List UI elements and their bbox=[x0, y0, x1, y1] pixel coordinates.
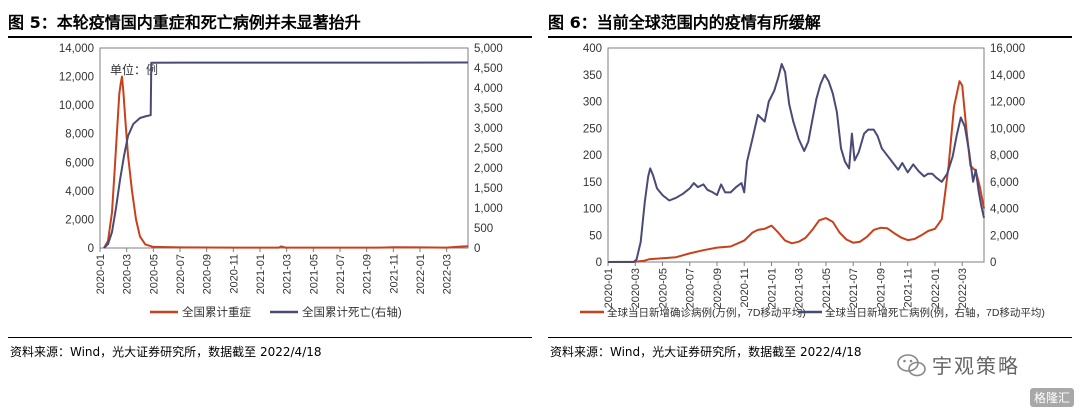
y-left-tick-label: 400 bbox=[583, 43, 602, 55]
x-tick-label: 2020-03 bbox=[630, 268, 642, 308]
y-right-tick-label: 0 bbox=[474, 243, 480, 255]
legend-label: 全国累计死亡(右轴) bbox=[302, 305, 402, 319]
y-right-tick-label: 1,000 bbox=[474, 203, 503, 215]
figure-5-title: 图 5：本轮疫情国内重症和死亡病例并未显著抬升 bbox=[8, 13, 361, 32]
series-line-primary bbox=[607, 80, 985, 263]
y-right-tick-label: 8,000 bbox=[990, 150, 1019, 162]
x-tick-label: 2022-01 bbox=[930, 268, 942, 308]
x-tick-label: 2021-07 bbox=[848, 268, 860, 308]
y-right-tick-label: 4,000 bbox=[474, 83, 503, 95]
y-left-tick-label: 12,000 bbox=[59, 72, 94, 84]
legend-item: 全国累计重症 bbox=[150, 305, 251, 319]
figure-6-source: 资料来源：Wind，光大证券研究所，数据截至 2022/4/18 bbox=[550, 345, 862, 359]
y-left-tick-label: 2,000 bbox=[65, 214, 94, 226]
x-tick-label: 2021-03 bbox=[794, 268, 806, 308]
watermark: 宇观策略 格隆汇 bbox=[890, 344, 1080, 413]
y-left-tick-label: 0 bbox=[596, 257, 602, 269]
figure-5-chart: 0 2,000 4,000 6,000 8,000 10,000 12,000 14,000 0… bbox=[59, 43, 503, 319]
figure-6-title: 图 6：当前全球范围内的疫情有所缓解 bbox=[548, 13, 821, 32]
x-tick-label: 2020-03 bbox=[122, 254, 134, 294]
x-tick-label: 2021-09 bbox=[875, 268, 887, 308]
x-tick-label: 2020-01 bbox=[95, 254, 107, 294]
y-right-tick-label: 1,500 bbox=[474, 183, 503, 195]
y-right-tick-label: 16,000 bbox=[990, 43, 1025, 55]
x-tick-label: 2020-11 bbox=[739, 268, 751, 308]
legend-item: 全球当日新增死亡病例(例，右轴，7D移动平均) bbox=[798, 306, 1045, 319]
unit-annotation: 单位：例 bbox=[110, 62, 158, 77]
y-right-tick-label: 2,000 bbox=[990, 230, 1019, 242]
legend-item: 全国累计死亡(右轴) bbox=[270, 305, 402, 319]
plot-frame bbox=[99, 47, 469, 249]
x-tick-label: 2021-05 bbox=[821, 268, 833, 308]
x-tick-label: 2021-11 bbox=[903, 268, 915, 308]
x-tick-label: 2021-07 bbox=[335, 254, 347, 294]
y-right-tick-label: 0 bbox=[990, 257, 996, 269]
y-right-tick-label: 3,000 bbox=[474, 123, 503, 135]
figure-6-chart: 0 50 100 150 200 250 300 350 400 0 2,000 4,000 6,000… bbox=[580, 43, 1045, 319]
y-right-tick-label: 10,000 bbox=[990, 123, 1025, 135]
y-left-tick-label: 4,000 bbox=[65, 186, 94, 198]
x-tick-label: 2022-03 bbox=[442, 254, 454, 294]
figure-6-title-rule bbox=[548, 36, 1072, 38]
watermark-badge: 格隆汇 bbox=[1030, 388, 1075, 407]
y-right-tick-label: 2,000 bbox=[474, 163, 503, 175]
wechat-icon bbox=[897, 354, 926, 377]
figure-5-source-rule bbox=[8, 337, 532, 338]
series-line-primary bbox=[103, 75, 469, 249]
y-left-tick-label: 100 bbox=[583, 204, 602, 216]
x-tick-label: 2020-09 bbox=[202, 254, 214, 294]
x-tick-label: 2020-05 bbox=[148, 254, 160, 294]
y-left-tick-label: 200 bbox=[583, 150, 602, 162]
figure-6-panel: 图 6：当前全球范围内的疫情有所缓解 0 50 100 150 200 250 300 350… bbox=[540, 0, 1080, 413]
y-left-tick-label: 300 bbox=[583, 97, 602, 109]
y-left-tick-label: 50 bbox=[589, 230, 602, 242]
x-tick-label: 2021-01 bbox=[766, 268, 778, 308]
x-tick-label: 2022-01 bbox=[415, 254, 427, 294]
x-tick-label: 2020-07 bbox=[175, 254, 187, 294]
series-line-secondary bbox=[608, 63, 985, 263]
y-right-tick-label: 4,500 bbox=[474, 63, 503, 75]
figure-5-panel: 图 5：本轮疫情国内重症和死亡病例并未显著抬升 0 2,000 4,000 6,000… bbox=[8, 13, 532, 359]
x-tick-label: 2020-09 bbox=[712, 268, 724, 308]
x-tick-label: 2021-03 bbox=[282, 254, 294, 294]
legend-item: 全球当日新增确诊病例(万例，7D移动平均) bbox=[580, 306, 806, 319]
y-left-tick-label: 8,000 bbox=[65, 129, 94, 141]
legend-label: 全球当日新增死亡病例(例，右轴，7D移动平均) bbox=[825, 306, 1045, 319]
x-tick-label: 2021-01 bbox=[255, 254, 267, 294]
y-left-tick-label: 14,000 bbox=[59, 43, 94, 55]
legend-label: 全国累计重症 bbox=[182, 305, 251, 319]
x-tick-label: 2021-09 bbox=[362, 254, 374, 294]
figure-5-source: 资料来源：Wind，光大证券研究所，数据截至 2022/4/18 bbox=[10, 345, 322, 359]
y-left-tick-label: 250 bbox=[583, 123, 602, 135]
y-right-tick-label: 12,000 bbox=[990, 97, 1025, 109]
y-right-tick-label: 14,000 bbox=[990, 70, 1025, 82]
series-line-secondary bbox=[103, 61, 469, 249]
x-tick-label: 2020-05 bbox=[657, 268, 669, 308]
y-left-tick-label: 150 bbox=[583, 177, 602, 189]
watermark-text: 宇观策略 bbox=[932, 354, 1020, 378]
y-left-tick-label: 6,000 bbox=[65, 157, 94, 169]
y-right-tick-label: 2,500 bbox=[474, 143, 503, 155]
x-tick-label: 2020-01 bbox=[603, 268, 615, 308]
figure-6-source-rule bbox=[548, 337, 1072, 338]
y-left-tick-label: 0 bbox=[88, 243, 94, 255]
x-tick-label: 2021-11 bbox=[388, 254, 400, 294]
y-right-tick-label: 6,000 bbox=[990, 177, 1019, 189]
y-right-tick-label: 500 bbox=[474, 223, 493, 235]
x-tick-label: 2021-05 bbox=[308, 254, 320, 294]
y-left-tick-label: 10,000 bbox=[59, 100, 94, 112]
y-right-tick-label: 5,000 bbox=[474, 43, 503, 55]
x-tick-label: 2020-11 bbox=[228, 254, 240, 294]
plot-frame bbox=[607, 47, 985, 263]
legend-label: 全球当日新增确诊病例(万例，7D移动平均) bbox=[607, 306, 806, 319]
y-left-tick-label: 350 bbox=[583, 70, 602, 82]
y-right-tick-label: 4,000 bbox=[990, 204, 1019, 216]
figure-5-title-rule bbox=[8, 36, 532, 38]
x-tick-label: 2022-03 bbox=[957, 268, 969, 308]
x-tick-label: 2020-07 bbox=[685, 268, 697, 308]
y-right-tick-label: 3,500 bbox=[474, 103, 503, 115]
